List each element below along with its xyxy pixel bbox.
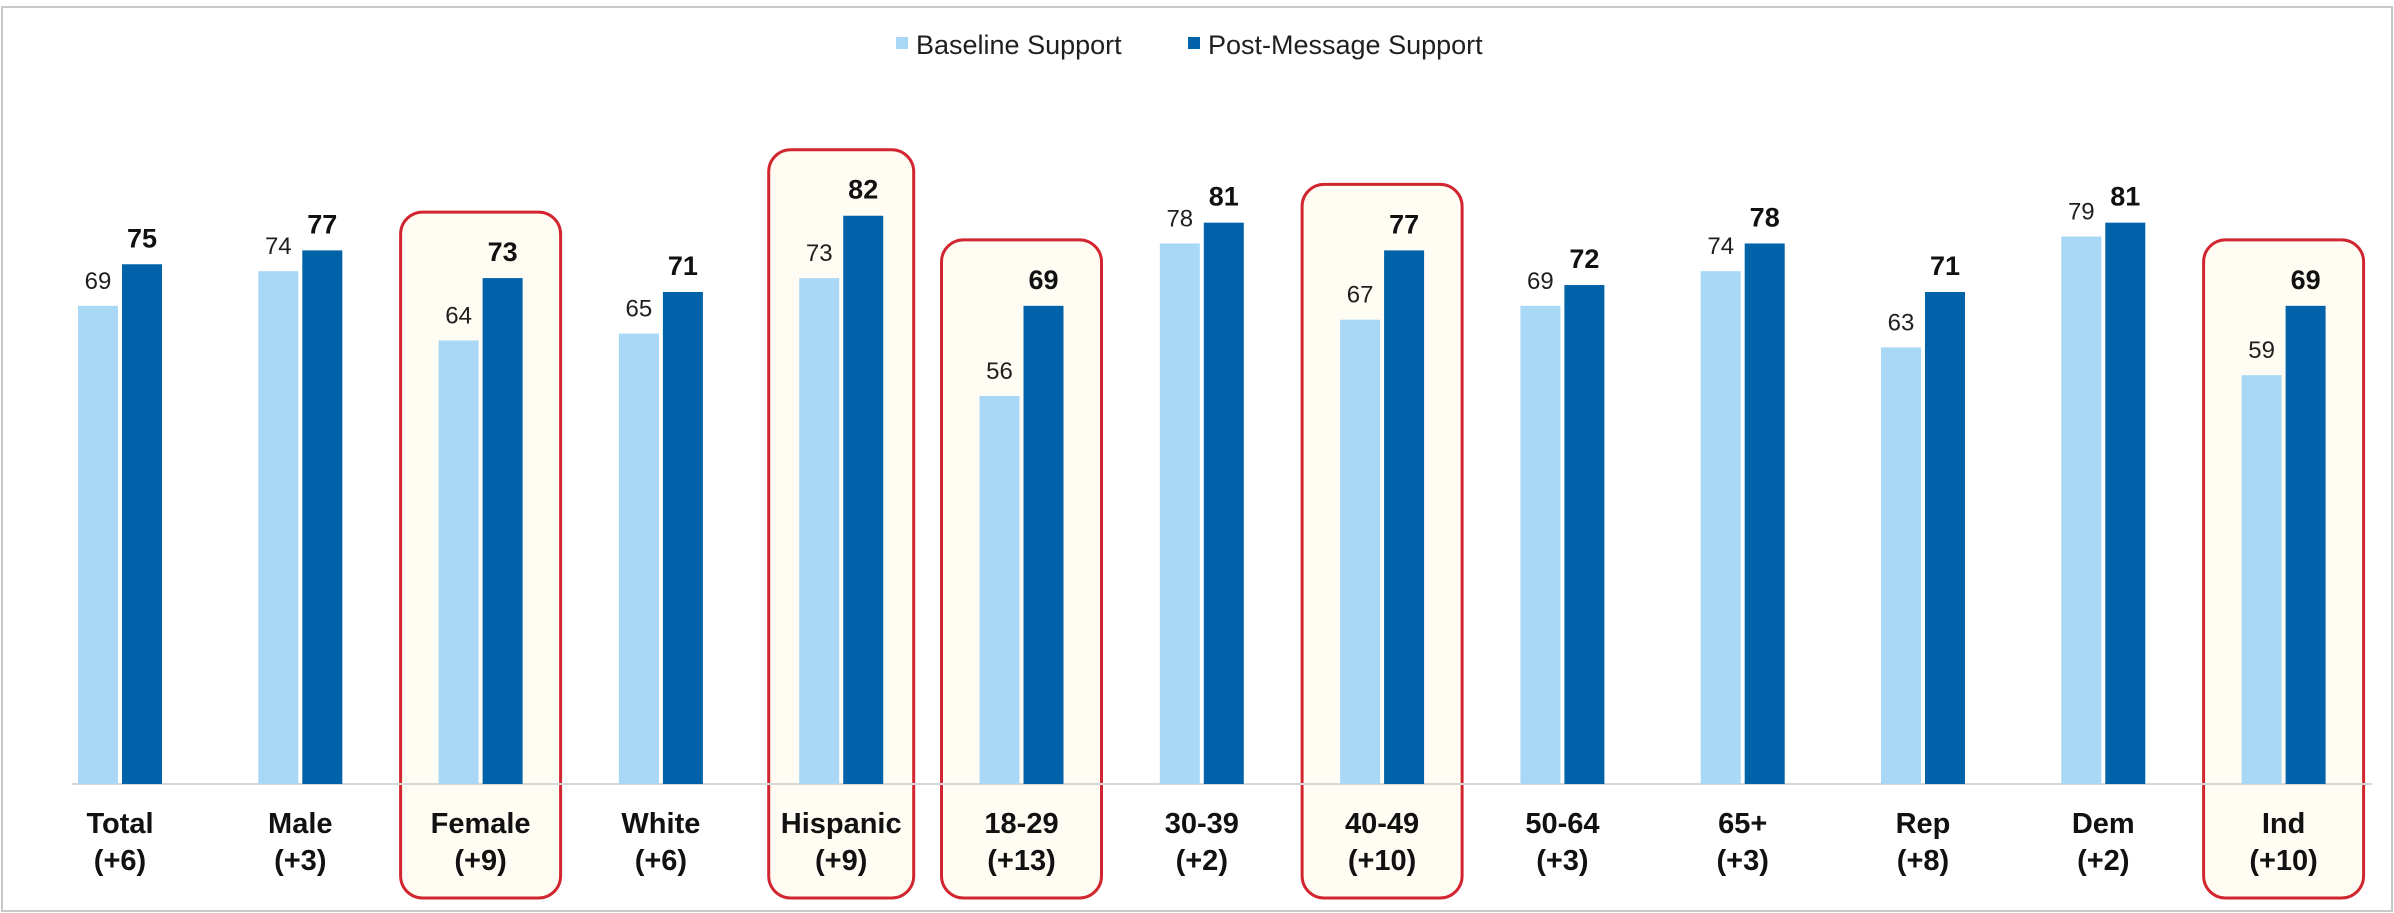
highlight-box-ind bbox=[2202, 238, 2366, 900]
value-label-post-message-female: 73 bbox=[488, 237, 518, 267]
value-label-baseline-white: 65 bbox=[626, 296, 653, 323]
highlight-box-18-29 bbox=[940, 238, 1103, 900]
bar-post-message-hispanic bbox=[843, 215, 884, 785]
value-label-baseline-50-64: 69 bbox=[1527, 268, 1554, 295]
bar-baseline-dem bbox=[2061, 236, 2102, 784]
value-label-post-message-white: 71 bbox=[668, 251, 698, 281]
value-label-post-message-40-49: 77 bbox=[1389, 209, 1419, 239]
bar-baseline-female bbox=[438, 340, 479, 784]
category-label-rep: Rep bbox=[1896, 808, 1951, 840]
value-label-baseline-hispanic: 73 bbox=[806, 240, 833, 267]
category-label-30-39: 30-39 bbox=[1165, 808, 1239, 840]
bar-post-message-rep bbox=[1925, 291, 1965, 784]
value-label-post-message-18-29: 69 bbox=[1028, 265, 1058, 295]
change-label-total: (+6) bbox=[94, 845, 146, 877]
legend-marker-post-message-support bbox=[1188, 37, 1200, 49]
bar-baseline-65plus bbox=[1700, 271, 1741, 784]
value-label-baseline-40-49: 67 bbox=[1347, 282, 1374, 309]
change-label-40-49: (+10) bbox=[1348, 845, 1417, 877]
value-label-baseline-rep: 63 bbox=[1888, 309, 1915, 336]
value-label-post-message-male: 77 bbox=[307, 209, 337, 239]
category-label-65plus: 65+ bbox=[1718, 808, 1767, 840]
change-label-rep: (+8) bbox=[1897, 845, 1949, 877]
value-label-post-message-dem: 81 bbox=[2110, 182, 2140, 212]
value-label-baseline-30-39: 78 bbox=[1166, 205, 1193, 232]
category-label-dem: Dem bbox=[2072, 808, 2135, 840]
change-label-ind: (+10) bbox=[2249, 845, 2318, 877]
bar-post-message-65plus bbox=[1744, 243, 1785, 784]
bar-baseline-30-39 bbox=[1159, 243, 1200, 784]
category-label-hispanic: Hispanic bbox=[781, 808, 902, 840]
bar-post-message-30-39 bbox=[1203, 222, 1244, 785]
category-label-ind: Ind bbox=[2262, 808, 2306, 840]
change-label-50-64: (+3) bbox=[1536, 845, 1588, 877]
legend-marker-baseline-support bbox=[896, 37, 908, 49]
value-label-baseline-18-29: 56 bbox=[986, 358, 1013, 385]
change-label-18-29: (+13) bbox=[987, 845, 1056, 877]
bar-baseline-40-49 bbox=[1340, 319, 1381, 784]
bar-baseline-male bbox=[258, 271, 299, 784]
change-label-female: (+9) bbox=[454, 845, 506, 877]
bar-post-message-ind bbox=[2285, 305, 2326, 784]
category-label-female: Female bbox=[431, 808, 531, 840]
category-label-white: White bbox=[621, 808, 700, 840]
change-label-white: (+6) bbox=[635, 845, 687, 877]
legend-label-baseline-support: Baseline Support bbox=[916, 30, 1122, 60]
bar-post-message-18-29 bbox=[1023, 305, 1064, 784]
bar-baseline-rep bbox=[1881, 347, 1921, 784]
bar-post-message-total bbox=[122, 264, 162, 784]
value-label-post-message-30-39: 81 bbox=[1209, 182, 1239, 212]
value-label-baseline-total: 69 bbox=[85, 268, 112, 295]
bar-post-message-40-49 bbox=[1384, 250, 1425, 784]
change-label-hispanic: (+9) bbox=[815, 845, 867, 877]
category-label-male: Male bbox=[268, 808, 332, 840]
bar-post-message-female bbox=[482, 278, 523, 784]
highlight-box-female bbox=[399, 210, 563, 900]
change-label-65plus: (+3) bbox=[1717, 845, 1769, 877]
category-label-50-64: 50-64 bbox=[1525, 808, 1599, 840]
value-label-baseline-female: 64 bbox=[445, 302, 472, 329]
value-label-post-message-ind: 69 bbox=[2291, 265, 2321, 295]
value-label-baseline-ind: 59 bbox=[2248, 337, 2275, 364]
value-label-post-message-50-64: 72 bbox=[1569, 244, 1599, 274]
highlight-box-40-49 bbox=[1300, 182, 1464, 900]
change-label-dem: (+2) bbox=[2077, 845, 2129, 877]
change-label-male: (+3) bbox=[274, 845, 326, 877]
bar-baseline-18-29 bbox=[979, 395, 1020, 784]
bar-baseline-hispanic bbox=[799, 278, 840, 784]
bar-baseline-total bbox=[78, 305, 118, 784]
bar-baseline-white bbox=[618, 333, 659, 784]
highlight-box-hispanic bbox=[767, 148, 916, 900]
value-label-baseline-male: 74 bbox=[265, 233, 292, 260]
category-label-40-49: 40-49 bbox=[1345, 808, 1419, 840]
bar-post-message-white bbox=[662, 291, 703, 784]
bar-baseline-50-64 bbox=[1520, 305, 1561, 784]
bar-post-message-dem bbox=[2105, 222, 2146, 785]
value-label-baseline-dem: 79 bbox=[2068, 199, 2095, 226]
legend-label-post-message-support: Post-Message Support bbox=[1208, 30, 1483, 60]
change-label-30-39: (+2) bbox=[1176, 845, 1228, 877]
category-label-18-29: 18-29 bbox=[984, 808, 1058, 840]
value-label-post-message-65plus: 78 bbox=[1750, 202, 1780, 232]
category-label-total: Total bbox=[86, 808, 153, 840]
bar-post-message-male bbox=[302, 250, 343, 784]
value-label-post-message-rep: 71 bbox=[1930, 251, 1960, 281]
value-label-baseline-65plus: 74 bbox=[1707, 233, 1734, 260]
bar-post-message-50-64 bbox=[1564, 285, 1605, 784]
bar-baseline-ind bbox=[2241, 375, 2282, 784]
value-label-post-message-hispanic: 82 bbox=[848, 175, 878, 205]
value-label-post-message-total: 75 bbox=[127, 223, 157, 253]
